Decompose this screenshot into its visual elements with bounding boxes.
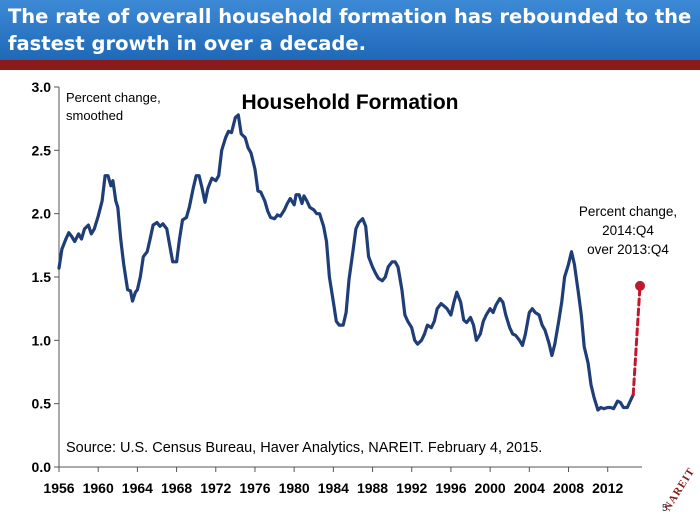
y-tick-label: 1.5: [32, 269, 52, 285]
x-tick-label: 2012: [592, 480, 623, 496]
projection-annotation-line: over 2013:Q4: [587, 242, 669, 257]
header-banner: The rate of overall household formation …: [0, 0, 700, 60]
y-tick-label: 0.5: [32, 396, 52, 412]
y-tick-label: 1.0: [32, 332, 52, 348]
x-tick-label: 1972: [200, 480, 231, 496]
source-note: Source: U.S. Census Bureau, Haver Analyt…: [66, 440, 542, 456]
y-tick-label: 3.0: [32, 79, 52, 95]
x-tick-label: 1980: [279, 480, 310, 496]
units-note-line: smoothed: [66, 108, 123, 123]
x-tick-label: 1992: [396, 480, 427, 496]
household-formation-series-line: [57, 113, 635, 412]
y-tick-label: 2.0: [32, 206, 52, 222]
x-tick-label: 2008: [553, 480, 584, 496]
slide-number: 5: [662, 503, 668, 514]
chart-title: Household Formation: [242, 91, 459, 114]
x-tick-label: 1976: [239, 480, 270, 496]
household-formation-chart: 0.0 0.5 1.0 1.5 2.0 2.5 3.0 1956 1960 1964 1968 197…: [32, 79, 678, 496]
projection-endpoint-marker: [635, 280, 646, 291]
projection-dashed-line: [631, 284, 642, 397]
svg-text:NAREIT: NAREIT: [665, 466, 697, 514]
x-tick-label: 2000: [475, 480, 506, 496]
x-tick-label: 1984: [318, 480, 349, 496]
x-tick-label: 2004: [514, 480, 545, 496]
units-note-line: Percent change,: [66, 90, 161, 105]
accent-bar: [0, 60, 700, 70]
page-title: The rate of overall household formation …: [8, 5, 692, 55]
projection-annotation-line: 2014:Q4: [602, 223, 654, 238]
x-tick-label: 1956: [43, 480, 74, 496]
x-tick-label: 1964: [122, 480, 153, 496]
x-tick-label: 1968: [161, 480, 192, 496]
x-tick-label: 1988: [357, 480, 388, 496]
x-tick-label: 1960: [83, 480, 114, 496]
y-tick-label: 2.5: [32, 142, 52, 158]
y-tick-label: 0.0: [32, 459, 52, 475]
projection-annotation-line: Percent change,: [579, 204, 677, 219]
x-tick-label: 1996: [435, 480, 466, 496]
nareit-logo: NAREIT: [665, 466, 697, 514]
